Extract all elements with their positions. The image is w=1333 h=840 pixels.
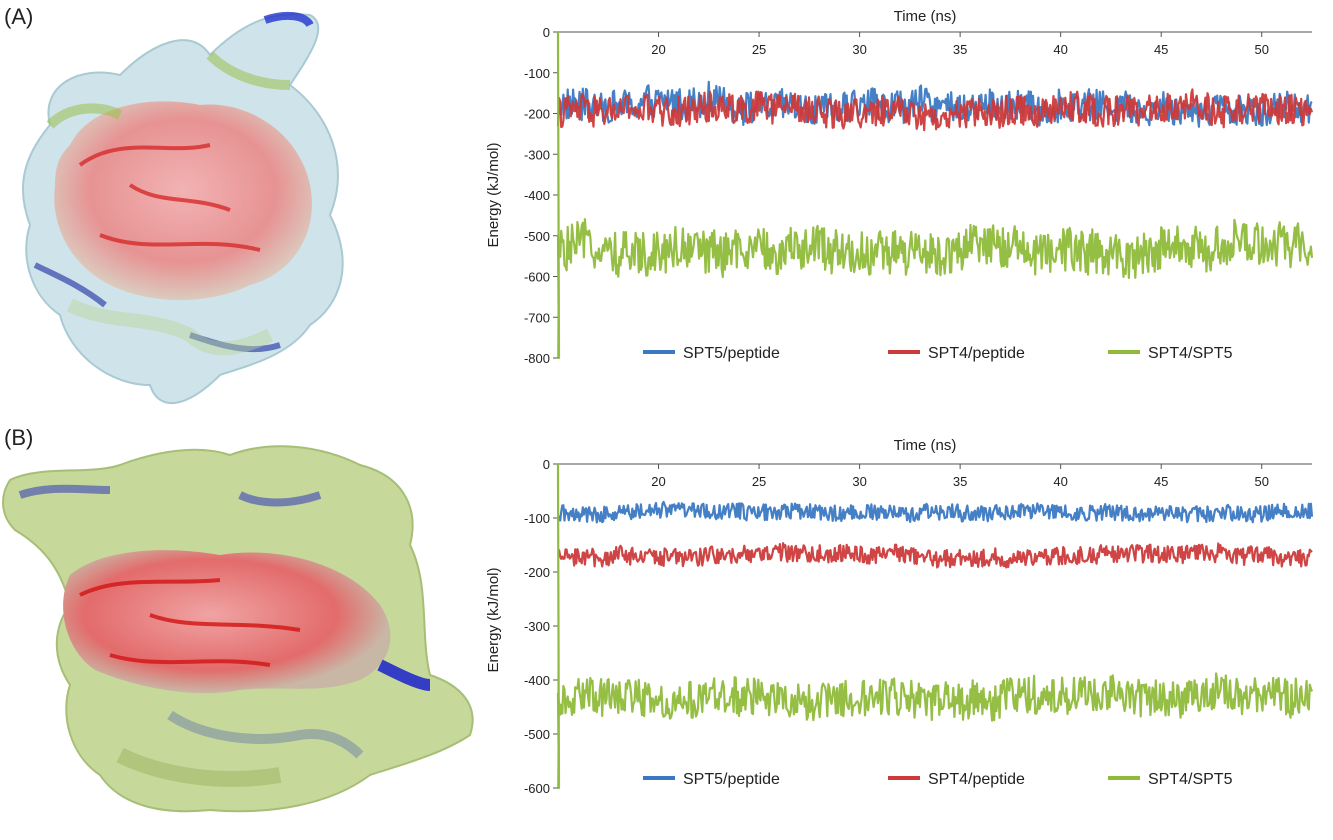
chart-b-series-spt4-spt5 bbox=[556, 463, 1314, 790]
chart-a-legend-label: SPT4/SPT5 bbox=[1148, 345, 1233, 362]
chart-a-xlabel: Time (ns) bbox=[894, 8, 957, 25]
chart-a-legend-entry: SPT5/peptide bbox=[643, 345, 780, 362]
chart-a-x-tick-label: 40 bbox=[1053, 42, 1067, 57]
chart-a-x-tick-label: 45 bbox=[1154, 42, 1168, 57]
chart-b-x-tick-label: 35 bbox=[953, 474, 967, 489]
chart-a-x-tick-label: 50 bbox=[1254, 42, 1268, 57]
chart-a-y-tick-label: -300 bbox=[524, 147, 550, 162]
chart-b-x-tick-label: 40 bbox=[1053, 474, 1067, 489]
chart-b-legend-label: SPT4/peptide bbox=[928, 771, 1025, 788]
chart-b-ylabel: Energy (kJ/mol) bbox=[485, 567, 502, 672]
chart-b-x-tick-label: 30 bbox=[852, 474, 866, 489]
chart-b-legend-label: SPT4/SPT5 bbox=[1148, 771, 1233, 788]
chart-a-series-spt4-spt5 bbox=[556, 31, 1314, 360]
panel-label-a: (A) bbox=[4, 4, 34, 29]
chart-a-y-tick-label: -500 bbox=[524, 229, 550, 244]
chart-a-y-tick-label: -200 bbox=[524, 107, 550, 122]
chart-a-ylabel: Energy (kJ/mol) bbox=[485, 142, 502, 247]
chart-b-x-tick-label: 25 bbox=[752, 474, 766, 489]
chart-b-x-tick-label: 45 bbox=[1154, 474, 1168, 489]
chart-b-y-tick-label: -600 bbox=[524, 781, 550, 796]
chart-b-y-tick-label: -300 bbox=[524, 619, 550, 634]
chart-b-y-tick-label: -200 bbox=[524, 565, 550, 580]
chart-b-x-tick-label: 50 bbox=[1254, 474, 1268, 489]
chart-a-legend-label: SPT4/peptide bbox=[928, 345, 1025, 362]
protein-surface-a-icon bbox=[22, 11, 344, 404]
chart-a-x-tick-label: 20 bbox=[651, 42, 665, 57]
chart-a-x-tick-label: 30 bbox=[852, 42, 866, 57]
chart-b-series-spt4-peptide bbox=[557, 542, 1313, 569]
chart-a-series-spt4-peptide bbox=[556, 88, 1314, 132]
chart-b-y-tick-label: -100 bbox=[524, 511, 550, 526]
chart-b: Time (ns) Energy (kJ/mol) 0 -100 -200 -300 -… bbox=[485, 437, 1314, 796]
chart-b-legend-label: SPT5/peptide bbox=[683, 771, 780, 788]
chart-a-legend-entry: SPT4/peptide bbox=[888, 345, 1025, 362]
chart-b-series-spt5-peptide bbox=[556, 500, 1314, 524]
chart-b-xlabel: Time (ns) bbox=[894, 437, 957, 454]
chart-a-legend-label: SPT5/peptide bbox=[683, 345, 780, 362]
chart-a-y-tick-label: -100 bbox=[524, 66, 550, 81]
panel-label-b: (B) bbox=[4, 425, 34, 450]
chart-a-y-tick-label: -600 bbox=[524, 270, 550, 285]
chart-a-y-tick-label: -700 bbox=[524, 310, 550, 325]
protein-surface-b-icon bbox=[2, 445, 474, 813]
chart-a: Time (ns) Energy (kJ/mol) 0 -100 -200 -300 -… bbox=[485, 8, 1314, 366]
chart-a-x-tick-label: 35 bbox=[953, 42, 967, 57]
chart-a-y-tick-label: -800 bbox=[524, 351, 550, 366]
chart-b-x-tick-label: 20 bbox=[651, 474, 665, 489]
chart-b-y-tick-label: 0 bbox=[543, 457, 550, 472]
chart-a-y-tick-label: 0 bbox=[543, 25, 550, 40]
chart-b-y-tick-label: -500 bbox=[524, 727, 550, 742]
chart-a-legend-entry: SPT4/SPT5 bbox=[1108, 345, 1233, 362]
chart-b-y-tick-label: -400 bbox=[524, 673, 550, 688]
chart-a-y-tick-label: -400 bbox=[524, 188, 550, 203]
chart-b-legend-entry: SPT4/peptide bbox=[888, 771, 1025, 788]
chart-b-legend-entry: SPT5/peptide bbox=[643, 771, 780, 788]
chart-a-x-tick-label: 25 bbox=[752, 42, 766, 57]
chart-b-legend-entry: SPT4/SPT5 bbox=[1108, 771, 1233, 788]
